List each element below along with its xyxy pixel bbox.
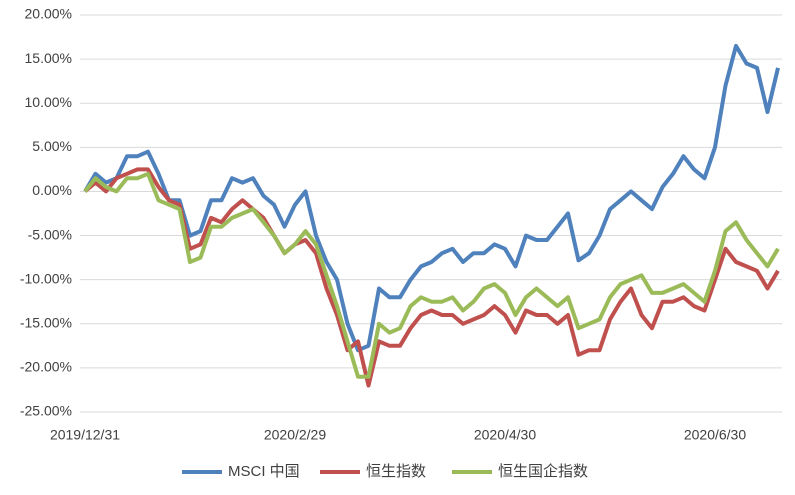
x-tick-label: 2019/12/31 — [50, 427, 120, 443]
y-tick-label: 15.00% — [25, 50, 72, 66]
legend-label: MSCI 中国 — [228, 463, 300, 480]
series-line — [83, 167, 780, 388]
y-tick-label: -25.00% — [20, 403, 72, 419]
y-tick-label: -15.00% — [20, 314, 72, 330]
legend-label: 恒生指数 — [366, 463, 426, 480]
legend-label: 恒生国企指数 — [498, 462, 588, 480]
y-tick-label: -20.00% — [20, 359, 72, 375]
series-line — [83, 43, 780, 353]
y-tick-label: -5.00% — [28, 226, 72, 242]
series-line — [83, 171, 780, 379]
y-tick-label: 5.00% — [32, 138, 72, 154]
y-tick-label: -10.00% — [20, 270, 72, 286]
x-tick-label: 2020/6/30 — [684, 427, 746, 443]
y-tick-label: 20.00% — [25, 6, 72, 22]
x-tick-label: 2020/2/29 — [264, 427, 326, 443]
y-tick-label: 10.00% — [25, 94, 72, 110]
y-tick-label: 0.00% — [32, 182, 72, 198]
x-tick-label: 2020/4/30 — [474, 427, 536, 443]
